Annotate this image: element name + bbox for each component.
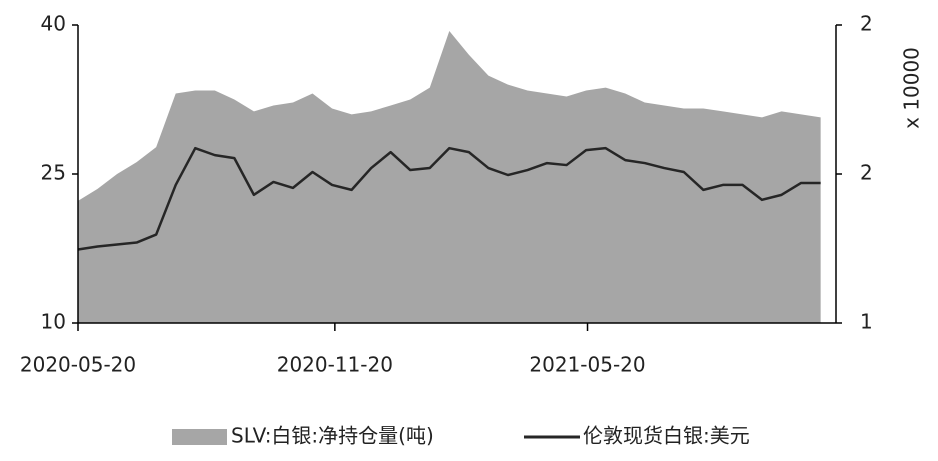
x-tick-label: 2020-05-20 <box>20 353 136 377</box>
legend-label: 伦敦现货白银:美元 <box>583 424 750 448</box>
x-tick-label: 2021-05-20 <box>529 353 645 377</box>
area <box>78 30 821 324</box>
y-tick-label: 40 <box>41 12 66 36</box>
y2-axis-label: x 10000 <box>900 47 924 129</box>
line <box>77 146 821 251</box>
x-tick-label: 2020-11-20 <box>277 353 393 377</box>
y2-tick-label: 2 <box>860 161 873 185</box>
y2-tick-label: 1 <box>860 310 873 334</box>
legend-swatch <box>172 429 227 445</box>
y-tick-label: 25 <box>41 161 66 185</box>
y2-tick-label: 2 <box>860 12 873 36</box>
legend-label: SLV:白银:净持仓量(吨) <box>231 424 434 448</box>
y-tick-label: 10 <box>41 310 66 334</box>
